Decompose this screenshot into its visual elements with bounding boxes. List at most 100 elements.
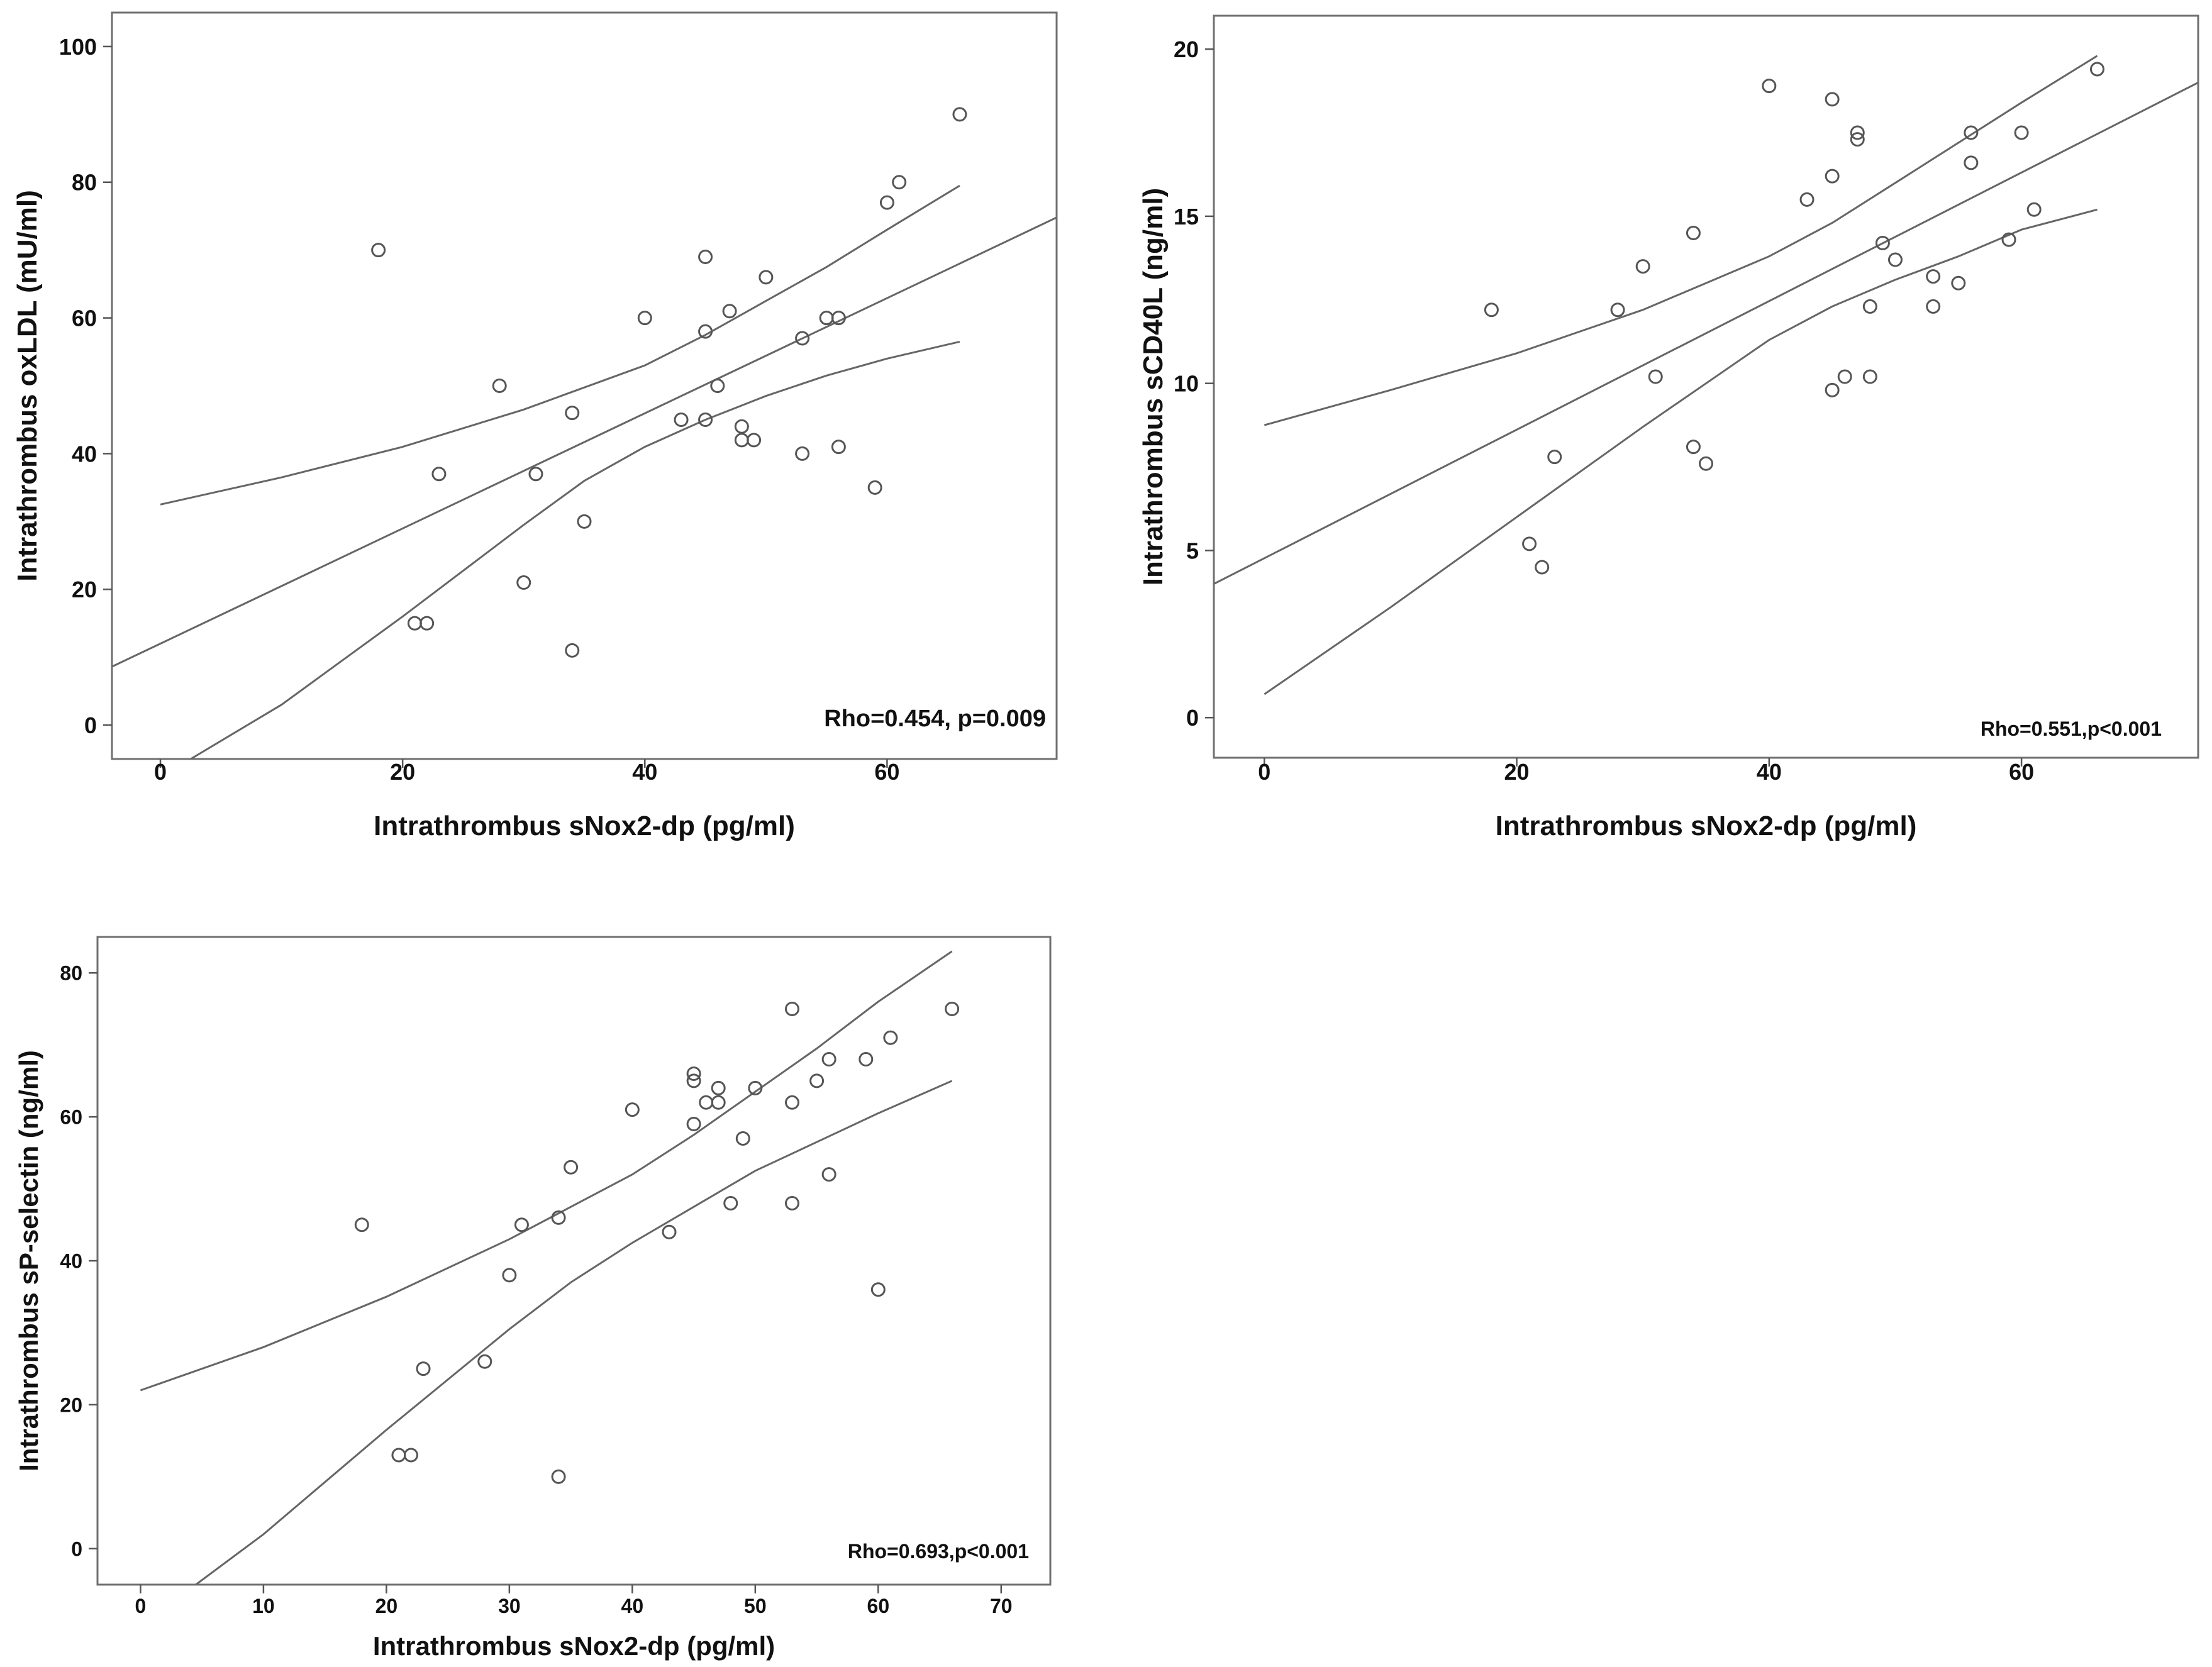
data-point (514, 1217, 529, 1232)
data-point (711, 1080, 726, 1095)
data-point (1547, 450, 1562, 465)
ci-upper-line (160, 184, 960, 506)
data-point (528, 467, 543, 482)
data-point (565, 643, 580, 658)
data-point (710, 379, 725, 393)
y-tick-label: 5 (1186, 538, 1199, 563)
y-axis-title: Intrathrombus oxLDL (mU/ml) (12, 190, 43, 582)
data-point (883, 1030, 898, 1045)
data-point (748, 1080, 763, 1095)
data-point (2014, 125, 2029, 140)
data-point (711, 1095, 726, 1110)
y-tick-label: 40 (60, 1250, 82, 1273)
data-point (1951, 275, 1966, 291)
data-point (870, 1282, 886, 1297)
data-points (371, 107, 967, 658)
y-tick-label: 60 (72, 306, 97, 331)
data-point (1799, 192, 1815, 207)
data-point (1762, 79, 1777, 94)
data-point (879, 195, 894, 210)
correlation-annotation: Rho=0.551,p<0.001 (1981, 717, 2162, 740)
ci-lower-line (190, 340, 960, 759)
x-axis-title: Intrathrombus sNox2-dp (pg/ml) (374, 811, 795, 841)
y-tick-label: 0 (84, 712, 97, 738)
data-point (1825, 382, 1840, 397)
data-point (551, 1210, 566, 1225)
y-tick-label: 100 (59, 34, 97, 60)
data-point (565, 406, 580, 421)
fit-line (112, 216, 1057, 668)
panel-spselectin: 0 10 20 30 40 50 60 70 0 20 40 60 80 Intrathrombus sN… (14, 936, 1052, 1661)
correlation-annotation: Rho=0.454, p=0.009 (824, 706, 1046, 732)
data-point (1699, 456, 1713, 471)
data-point (637, 311, 652, 326)
data-point (674, 412, 689, 427)
x-tick-label: 20 (1504, 759, 1530, 785)
data-point (564, 1160, 579, 1175)
data-point (1484, 302, 1499, 318)
data-point (859, 1052, 874, 1067)
x-tick-label: 50 (744, 1595, 767, 1617)
panel-oxldl: 0 20 40 60 0 20 40 60 80 100 Intrathrombus sNox2-d… (12, 11, 1058, 841)
data-point (2089, 62, 2104, 77)
data-point (1610, 302, 1625, 318)
data-point (1825, 169, 1840, 184)
data-point (945, 1001, 960, 1016)
data-point (686, 1073, 701, 1088)
regression-lines (1214, 55, 2198, 695)
data-point (551, 1469, 566, 1484)
data-point (2026, 202, 2042, 217)
data-point (1825, 92, 1840, 107)
fit-line (1214, 81, 2198, 585)
panel-scd40l: 0 20 40 60 0 5 10 15 20 Intrathrombus sNox2-dp (p… (1138, 14, 2199, 841)
data-point (492, 379, 507, 393)
x-tick-label: 0 (154, 759, 167, 785)
y-tick-label: 10 (1174, 371, 1199, 397)
data-points (1484, 62, 2104, 575)
regression-lines (140, 950, 953, 1585)
ci-upper-line (1264, 55, 2098, 426)
data-point (516, 575, 531, 590)
data-point (1686, 225, 1701, 240)
data-point (625, 1102, 640, 1117)
data-point (371, 243, 386, 258)
plot-frame (96, 936, 1052, 1586)
y-tick-label: 0 (71, 1537, 82, 1560)
data-point (354, 1217, 369, 1232)
data-point (1964, 155, 1979, 170)
data-point (1875, 235, 1890, 250)
data-point (1686, 440, 1701, 455)
data-point (420, 616, 435, 631)
data-point (577, 514, 592, 529)
data-point (821, 1052, 836, 1067)
data-point (1850, 125, 1865, 140)
x-tick-label: 70 (990, 1595, 1013, 1617)
data-point (1926, 299, 1941, 314)
data-point (686, 1066, 701, 1081)
data-points (354, 1001, 960, 1484)
y-tick-label: 80 (60, 962, 82, 985)
data-point (867, 480, 882, 495)
y-tick-label: 15 (1174, 204, 1199, 230)
data-point (1862, 369, 1877, 384)
y-tick-label: 20 (1174, 36, 1199, 62)
x-tick-label: 20 (390, 759, 415, 785)
data-point (698, 324, 713, 339)
data-point (735, 1131, 750, 1146)
data-point (698, 412, 713, 427)
data-point (892, 175, 907, 190)
x-tick-label: 30 (498, 1595, 521, 1617)
correlation-annotation: Rho=0.693,p<0.001 (848, 1540, 1029, 1563)
x-tick-label: 60 (874, 759, 899, 785)
data-point (784, 1095, 799, 1110)
data-point (1648, 369, 1663, 384)
x-tick-label: 40 (1757, 759, 1782, 785)
data-point (403, 1448, 418, 1463)
data-point (1887, 252, 1903, 267)
plot-frame (111, 11, 1058, 760)
y-tick-label: 80 (72, 170, 97, 196)
data-point (431, 467, 447, 482)
y-axis-title: Intrathrombus sP-selectin (ng/ml) (14, 1050, 43, 1471)
data-point (952, 107, 967, 122)
x-tick-label: 20 (375, 1595, 398, 1617)
